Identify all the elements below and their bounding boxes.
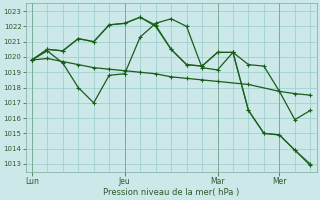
X-axis label: Pression niveau de la mer( hPa ): Pression niveau de la mer( hPa ) — [103, 188, 239, 197]
